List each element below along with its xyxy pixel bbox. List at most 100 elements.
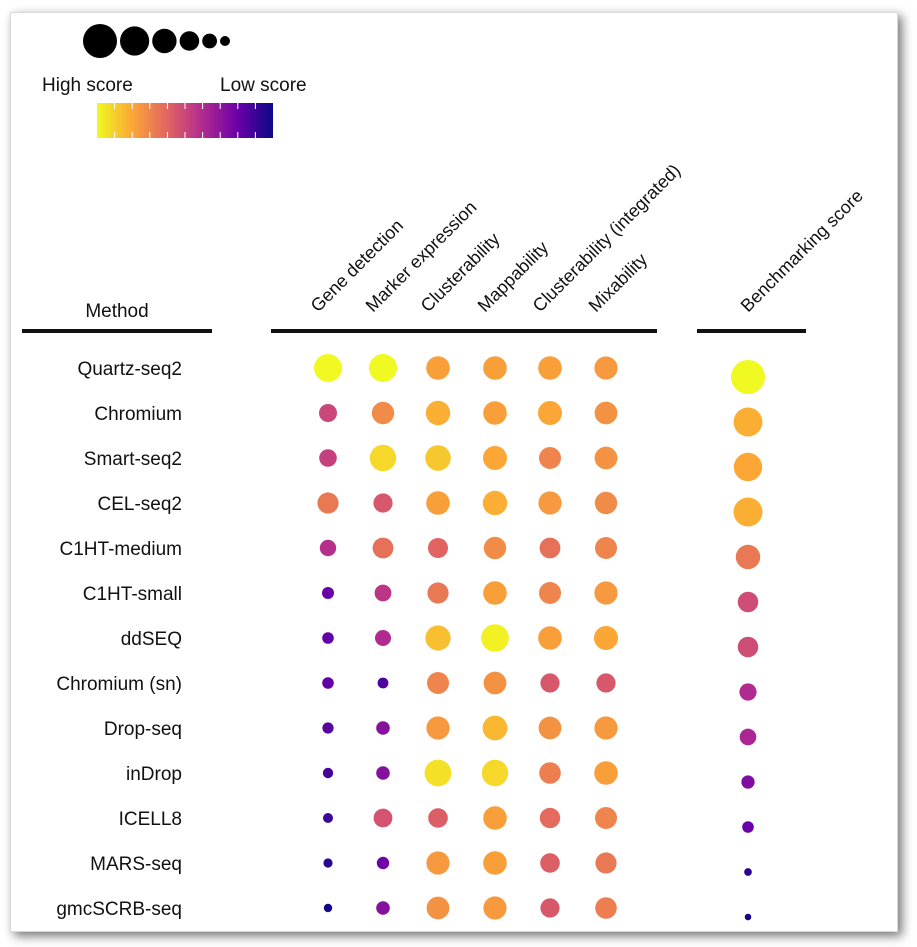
size-legend-dot — [120, 26, 150, 56]
score-dot — [594, 491, 618, 515]
benchmark-dot — [735, 544, 761, 570]
score-dot — [376, 766, 390, 780]
method-label: gmcSCRB-seq — [56, 899, 182, 920]
score-dot — [369, 444, 397, 472]
score-dot — [426, 356, 450, 380]
score-dot — [483, 356, 507, 380]
score-dot — [424, 759, 452, 787]
score-dot — [425, 400, 451, 426]
score-dot — [594, 716, 618, 740]
benchmark-dot — [744, 913, 752, 921]
score-dot — [481, 624, 509, 652]
score-dot — [483, 446, 507, 470]
score-dot — [319, 404, 337, 422]
benchmark-dot — [733, 452, 763, 482]
score-dot — [538, 716, 562, 740]
score-dot — [376, 721, 390, 735]
score-dot — [483, 581, 507, 605]
score-dot — [595, 852, 617, 874]
method-label: inDrop — [126, 764, 182, 785]
size-legend-dot — [220, 36, 230, 46]
size-legend-dot — [202, 33, 218, 49]
score-dot — [595, 537, 617, 559]
score-dot — [481, 759, 509, 787]
score-dot — [322, 767, 334, 779]
score-dot — [594, 626, 618, 650]
score-dot — [425, 625, 451, 651]
score-dot — [594, 356, 618, 380]
score-dot — [483, 851, 507, 875]
score-dot — [538, 356, 562, 380]
score-dot — [538, 401, 562, 425]
score-dot — [540, 673, 560, 693]
score-dot — [322, 722, 334, 734]
score-dot — [538, 626, 562, 650]
score-dot — [322, 632, 334, 644]
method-label: ICELL8 — [119, 809, 182, 830]
legend-colorbar-ticks — [114, 103, 256, 138]
score-dot — [482, 490, 508, 516]
method-label: Chromium (sn) — [56, 674, 182, 695]
method-label: C1HT-small — [83, 584, 182, 605]
score-dot — [427, 672, 449, 694]
score-dot — [539, 762, 561, 784]
method-label: Smart-seq2 — [84, 449, 182, 470]
score-dot — [483, 671, 507, 695]
legend: High score Low score — [42, 24, 307, 138]
size-legend-dot — [152, 28, 177, 54]
score-dot — [428, 538, 448, 558]
score-dot — [538, 491, 562, 515]
score-dot — [483, 806, 507, 830]
benchmark-dot — [737, 591, 759, 613]
score-dot — [540, 853, 560, 873]
benchmark-dot — [731, 360, 765, 394]
score-dot — [594, 446, 618, 470]
score-dot — [322, 677, 334, 689]
score-dot — [372, 537, 394, 559]
score-dot — [323, 903, 333, 913]
score-dot — [596, 673, 616, 693]
method-label: Quartz-seq2 — [77, 359, 182, 380]
method-label: MARS-seq — [90, 854, 182, 875]
score-dot — [539, 582, 561, 604]
method-label: Drop-seq — [104, 719, 182, 740]
score-dot — [483, 536, 507, 560]
score-dot — [594, 581, 618, 605]
score-dot — [482, 715, 508, 741]
score-dot — [539, 447, 561, 469]
benchmark-dot-matrix: High score Low score Method Gene detecti… — [22, 24, 867, 921]
method-label: ddSEQ — [121, 629, 182, 650]
score-dot — [322, 587, 334, 599]
score-dot — [374, 584, 392, 602]
benchmark-dot — [739, 683, 757, 701]
score-dot — [426, 851, 450, 875]
score-dot — [319, 449, 337, 467]
score-dot — [594, 761, 618, 785]
benchmark-column-header: Benchmarking score — [737, 186, 867, 316]
method-label: C1HT-medium — [60, 539, 182, 560]
score-dot — [376, 856, 390, 870]
benchmark-dot — [733, 497, 763, 527]
score-dot — [369, 354, 397, 382]
figure-frame: High score Low score Method Gene detecti… — [10, 12, 898, 932]
score-dot — [426, 896, 450, 920]
score-dot — [427, 582, 449, 604]
score-dot — [595, 807, 617, 829]
method-label: CEL-seq2 — [98, 494, 183, 515]
score-dot — [539, 537, 561, 559]
benchmark-dot — [733, 407, 763, 437]
score-dot — [539, 807, 561, 829]
benchmark-dot — [739, 728, 757, 746]
method-label: Chromium — [94, 404, 182, 425]
score-dots — [314, 354, 618, 920]
method-header: Method — [85, 301, 148, 322]
score-dot — [314, 354, 342, 382]
column-header: Gene detection — [307, 215, 407, 315]
method-labels: Quartz-seq2 Chromium Smart-seq2 CEL-seq2 C1H… — [56, 359, 182, 920]
score-dot — [426, 716, 450, 740]
score-dot — [323, 858, 333, 868]
score-dot — [595, 897, 617, 919]
score-dot — [375, 630, 391, 646]
legend-size-dots — [83, 24, 230, 58]
